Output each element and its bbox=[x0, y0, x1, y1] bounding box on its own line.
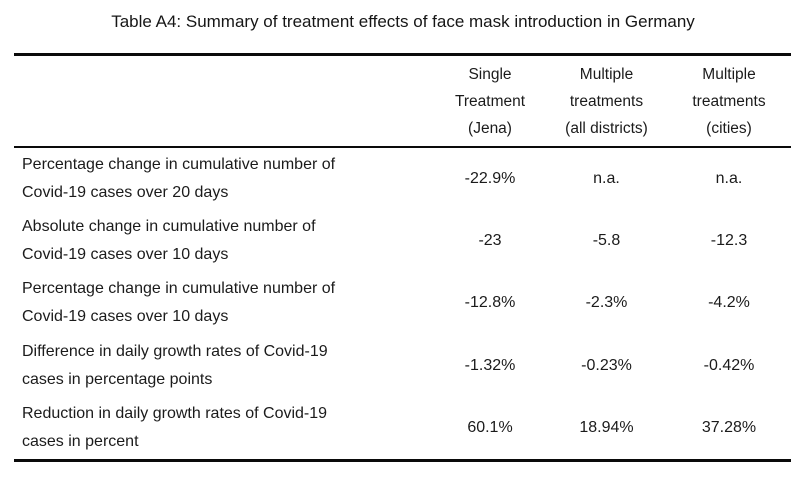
row-label-line: Difference in daily growth rates of Covi… bbox=[22, 342, 328, 360]
column-header-multiple-treatments-cities: Multiple treatments (cities) bbox=[667, 61, 791, 146]
column-header-single-treatment-jena: Single Treatment (Jena) bbox=[434, 61, 546, 146]
row-label-line: Reduction in daily growth rates of Covid… bbox=[22, 404, 328, 422]
header-spacer bbox=[14, 61, 434, 146]
table-row: Difference in daily growth rates of Covi… bbox=[14, 335, 791, 397]
table-row: Absolute change in cumulative number of … bbox=[14, 210, 791, 272]
column-header-line: treatments bbox=[569, 93, 644, 110]
row-label-line: Covid-19 cases over 10 days bbox=[22, 246, 229, 264]
row-label: Difference in daily growth rates of Covi… bbox=[14, 338, 434, 394]
table-row: Reduction in daily growth rates of Covid… bbox=[14, 397, 791, 459]
cell-value: -23 bbox=[478, 232, 502, 250]
column-header-line: Treatment bbox=[454, 93, 526, 110]
table-top-rule bbox=[14, 53, 791, 56]
cell-value: n.a. bbox=[593, 170, 620, 188]
cell-value: -2.3% bbox=[585, 294, 628, 312]
table-header-rule bbox=[14, 146, 791, 148]
row-label-line: Percentage change in cumulative number o… bbox=[22, 156, 336, 174]
cell-value: -0.42% bbox=[703, 356, 755, 374]
row-label-line: Absolute change in cumulative number of bbox=[22, 218, 316, 236]
table-row: Percentage change in cumulative number o… bbox=[14, 148, 791, 210]
column-header-line: Multiple bbox=[702, 66, 756, 83]
cell-value: 60.1% bbox=[467, 418, 513, 436]
column-header-line: Single bbox=[468, 66, 512, 83]
row-label-line: cases in percentage points bbox=[22, 370, 213, 388]
row-label: Absolute change in cumulative number of … bbox=[14, 213, 434, 269]
cell-value: -4.2% bbox=[708, 294, 750, 312]
row-label: Reduction in daily growth rates of Covid… bbox=[14, 400, 434, 456]
cell-value: -0.23% bbox=[581, 356, 632, 374]
row-label-line: Percentage change in cumulative number o… bbox=[22, 280, 336, 298]
column-header-line: (cities) bbox=[706, 120, 752, 137]
table-bottom-rule bbox=[14, 458, 791, 462]
cell-value: 37.28% bbox=[701, 418, 757, 436]
row-label: Percentage change in cumulative number o… bbox=[14, 275, 434, 331]
table-row: Percentage change in cumulative number o… bbox=[14, 272, 791, 334]
column-header-line: Multiple bbox=[579, 66, 634, 83]
cell-value: -1.32% bbox=[464, 356, 516, 374]
cell-value: 18.94% bbox=[579, 418, 634, 436]
column-header-line: treatments bbox=[692, 93, 766, 110]
table-header-row: Single Treatment (Jena) Multiple treatme… bbox=[14, 56, 791, 146]
column-header-multiple-treatments-all-districts: Multiple treatments (all districts) bbox=[546, 61, 667, 146]
row-label-line: cases in percent bbox=[22, 432, 139, 450]
summary-table: Single Treatment (Jena) Multiple treatme… bbox=[14, 53, 791, 462]
cell-value: -12.3 bbox=[710, 232, 748, 250]
row-label-line: Covid-19 cases over 10 days bbox=[22, 308, 229, 326]
cell-value: n.a. bbox=[715, 170, 743, 188]
row-label-line: Covid-19 cases over 20 days bbox=[22, 184, 229, 202]
cell-value: -12.8% bbox=[464, 294, 516, 312]
page-title: Table A4: Summary of treatment effects o… bbox=[111, 12, 695, 31]
column-header-line: (all districts) bbox=[565, 120, 648, 137]
cell-value: -5.8 bbox=[592, 232, 621, 250]
row-label: Percentage change in cumulative number o… bbox=[14, 151, 434, 207]
column-header-line: (Jena) bbox=[468, 120, 512, 137]
cell-value: -22.9% bbox=[464, 170, 516, 188]
